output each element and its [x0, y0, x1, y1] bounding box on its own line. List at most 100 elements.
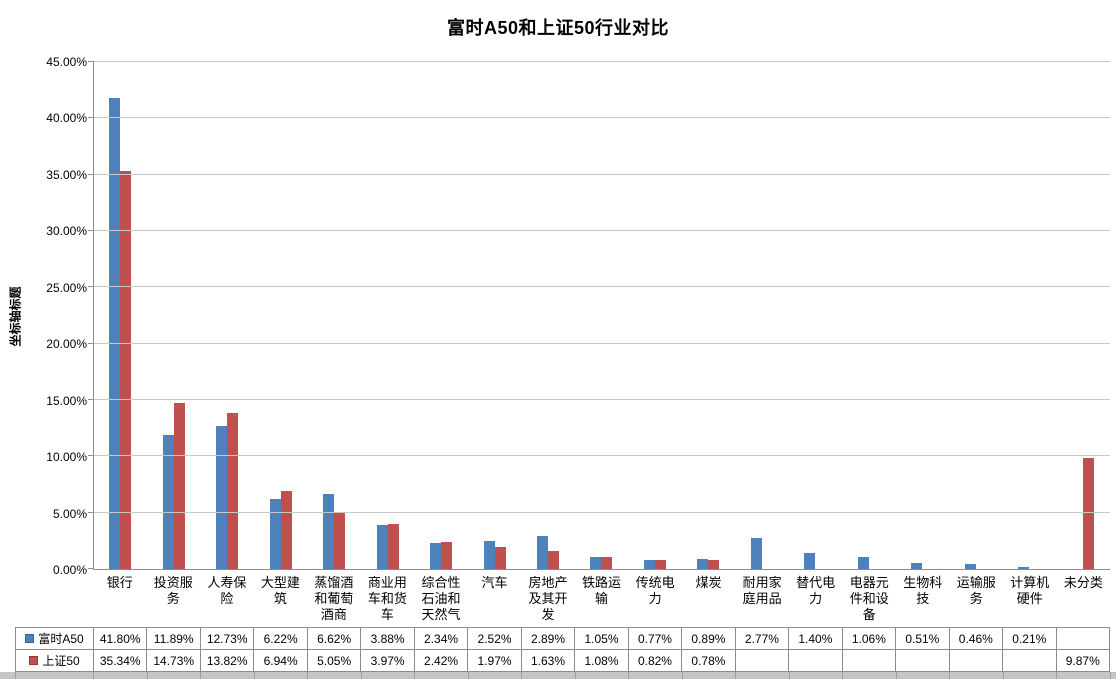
table-cell: 6.22%	[254, 628, 308, 650]
legend-swatch	[29, 656, 39, 665]
x-axis-label: 运输服务	[950, 572, 1004, 626]
gridline	[94, 61, 1110, 62]
table-cell: 0.82%	[628, 650, 683, 672]
x-axis-labels: 银行 投资服务 人寿保险 大型建筑 蒸馏酒和葡萄酒商 商业用车和货车 综合性石油和天然气 汽车…	[93, 572, 1110, 626]
category-slot	[1056, 62, 1109, 569]
x-axis-label-text: 房地产及其开发	[528, 575, 568, 622]
y-axis-tick-label: 5.00%	[52, 506, 87, 521]
bars-layer	[94, 62, 1110, 569]
x-axis-label: 投资服务	[147, 572, 201, 626]
legend-key-上证50: 上证50	[16, 650, 94, 672]
table-cell	[949, 650, 1004, 672]
x-axis-label: 蒸馏酒和葡萄酒商	[307, 572, 361, 626]
strip-tick	[254, 672, 255, 679]
table-cell	[789, 650, 843, 672]
strip-tick	[361, 672, 362, 679]
strip-tick	[521, 672, 522, 679]
plot-area	[88, 61, 1110, 570]
bar-富时A50	[109, 98, 121, 569]
bar-富时A50	[216, 425, 228, 569]
x-axis-label: 汽车	[468, 572, 522, 626]
gridline	[94, 342, 1110, 344]
category-slot	[201, 62, 254, 569]
table-cell: 6.94%	[254, 650, 308, 672]
table-cell: 1.63%	[521, 650, 576, 672]
bar-上证50	[654, 559, 666, 569]
strip-tick	[949, 672, 950, 679]
table-cell: 0.77%	[628, 628, 683, 650]
strip-tick	[575, 672, 576, 679]
category-slot	[308, 62, 361, 569]
x-axis-label: 铁路运输	[575, 572, 629, 626]
category-slot	[361, 62, 414, 569]
y-axis-tick-mark	[88, 229, 94, 231]
gridline	[94, 117, 1110, 119]
table-cell	[896, 650, 950, 672]
x-axis-label-text: 未分类	[1063, 575, 1103, 590]
y-axis-tick-mark	[88, 286, 94, 288]
bar-上证50	[120, 170, 132, 569]
bar-富时A50	[804, 553, 816, 569]
x-axis-label: 计算机硬件	[1003, 572, 1057, 626]
legend-series-name: 富时A50	[38, 632, 84, 646]
x-axis-label-text: 计算机硬件	[1010, 575, 1050, 606]
category-slot	[415, 62, 468, 569]
bar-上证50	[1082, 457, 1094, 569]
bar-富时A50	[162, 435, 174, 569]
strip-tick	[307, 672, 308, 679]
category-slot	[147, 62, 200, 569]
bar-富时A50	[750, 537, 762, 569]
y-axis-tick-mark	[88, 455, 94, 457]
x-axis-label: 生物科技	[896, 572, 950, 626]
x-axis-label: 替代电力	[789, 572, 843, 626]
strip-tick	[468, 672, 469, 679]
legend-series-name: 上证50	[42, 654, 80, 668]
table-cell: 2.34%	[414, 628, 469, 650]
table-cell: 3.88%	[361, 628, 415, 650]
x-axis-label-text: 商业用车和货车	[367, 575, 407, 622]
x-axis-label-text: 汽车	[481, 575, 508, 590]
y-axis-tick-label: 45.00%	[46, 55, 87, 69]
table-cell: 2.42%	[414, 650, 469, 672]
table-cell: 1.06%	[842, 628, 897, 650]
x-axis-label: 商业用车和货车	[361, 572, 415, 626]
y-axis-tick-mark	[88, 342, 94, 344]
gridline	[94, 173, 1110, 175]
x-axis-label-text: 大型建筑	[260, 575, 300, 606]
y-axis-tick-mark	[88, 511, 94, 513]
bar-富时A50	[964, 563, 976, 569]
category-slot	[843, 62, 896, 569]
table-cell: 1.05%	[575, 628, 629, 650]
category-slot	[789, 62, 842, 569]
strip-tick	[15, 672, 16, 679]
x-axis-label-text: 投资服务	[153, 575, 193, 606]
strip-tick	[896, 672, 897, 679]
bottom-strip	[0, 672, 1116, 679]
x-axis-label: 人寿保险	[200, 572, 254, 626]
x-axis-label-text: 煤炭	[695, 575, 722, 590]
x-axis-label-text: 耐用家庭用品	[742, 575, 782, 606]
table-cell: 0.78%	[682, 650, 736, 672]
bar-富时A50	[857, 557, 869, 569]
table-cell: 1.97%	[468, 650, 522, 672]
x-axis-label-text: 生物科技	[903, 575, 943, 606]
table-cell	[1056, 628, 1110, 650]
gridline	[94, 398, 1110, 400]
strip-tick	[414, 672, 415, 679]
y-axis-labels: 0.00% 5.00% 10.00% 15.00% 20.00% 25.00% 30.00%…	[0, 55, 87, 577]
table-cell: 13.82%	[200, 650, 255, 672]
bar-富时A50	[1018, 566, 1030, 569]
x-axis-label: 综合性石油和天然气	[414, 572, 468, 626]
x-axis-label-text: 运输服务	[956, 575, 996, 606]
y-axis-tick-label: 10.00%	[46, 450, 87, 465]
x-axis-label: 耐用家庭用品	[735, 572, 789, 626]
bar-上证50	[708, 560, 720, 569]
strip-tick	[93, 672, 94, 679]
bar-上证50	[280, 490, 292, 569]
bar-上证50	[387, 524, 399, 569]
table-cell: 11.89%	[147, 628, 201, 650]
x-axis-label-text: 铁路运输	[582, 575, 622, 606]
gridline	[94, 286, 1110, 288]
strip-tick	[147, 672, 148, 679]
